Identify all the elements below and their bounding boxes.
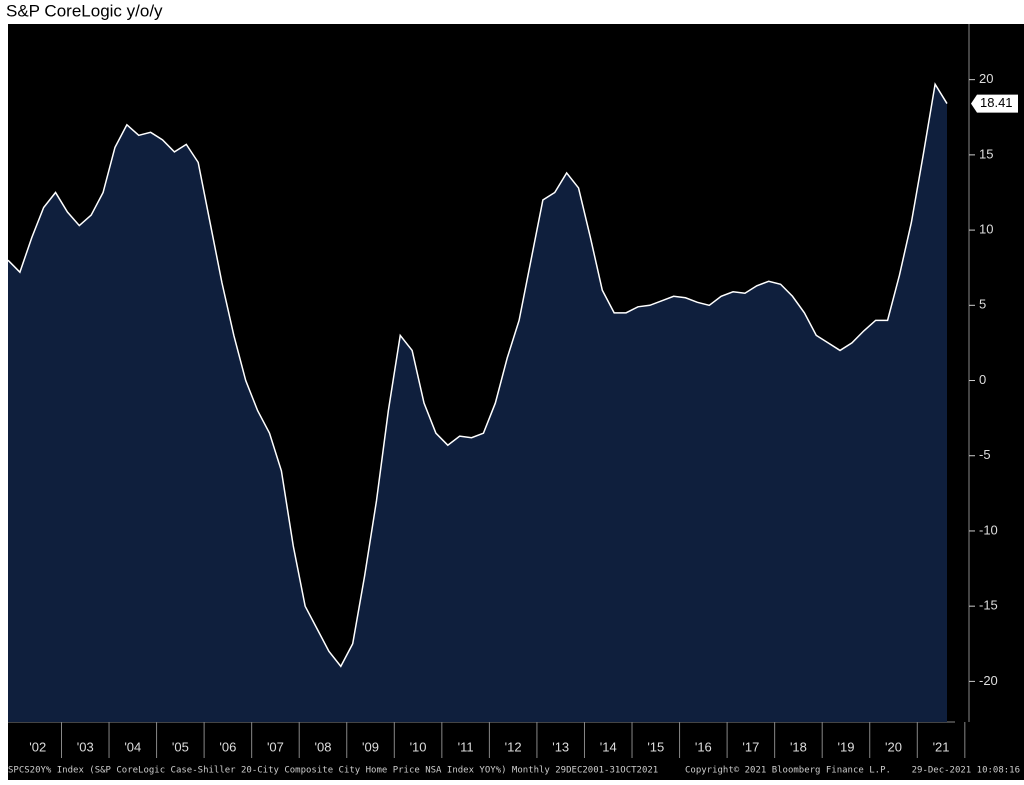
title-band xyxy=(0,0,1024,24)
x-tick-label: '12 xyxy=(505,739,522,754)
x-tick-label: '20 xyxy=(885,739,902,754)
x-tick-label: '03 xyxy=(77,739,94,754)
chart-title: S&P CoreLogic y/o/y xyxy=(6,1,163,20)
x-tick-label: '06 xyxy=(219,739,236,754)
y-tick-label: -20 xyxy=(979,673,998,688)
copyright: Copyright© 2021 Bloomberg Finance L.P. xyxy=(685,766,891,776)
x-tick-label: '17 xyxy=(742,739,759,754)
x-tick-label: '18 xyxy=(790,739,807,754)
y-tick-label: -5 xyxy=(979,447,991,462)
x-tick-label: '15 xyxy=(647,739,664,754)
y-tick-label: 5 xyxy=(979,297,986,312)
timestamp: 29-Dec-2021 10:08:16 xyxy=(912,766,1020,776)
last-value-box xyxy=(971,94,1018,113)
x-tick-label: '16 xyxy=(695,739,712,754)
x-tick-label: '08 xyxy=(315,739,332,754)
y-tick-label: -10 xyxy=(979,522,998,537)
x-tick-label: '09 xyxy=(362,739,379,754)
area xyxy=(8,84,947,722)
y-tick-label: 0 xyxy=(979,372,986,387)
y-tick-label: -15 xyxy=(979,598,998,613)
y-tick-label: 15 xyxy=(979,146,993,161)
x-tick-label: '11 xyxy=(458,739,474,754)
x-tick-label: '19 xyxy=(837,739,854,754)
x-tick-label: '04 xyxy=(124,739,141,754)
x-tick-label: '14 xyxy=(600,739,617,754)
x-tick-label: '10 xyxy=(410,739,427,754)
x-tick-label: '07 xyxy=(267,739,284,754)
source-note: SPCS20Y% Index (S&P CoreLogic Case-Shill… xyxy=(8,766,658,776)
last-value-label: 18.41 xyxy=(980,95,1013,110)
x-tick-label: '21 xyxy=(933,739,950,754)
x-tick-label: '13 xyxy=(552,739,569,754)
x-tick-label: '05 xyxy=(172,739,189,754)
x-tick-label: '02 xyxy=(29,739,46,754)
line xyxy=(7,82,948,668)
y-tick-label: 20 xyxy=(979,71,993,86)
y-tick-label: 10 xyxy=(979,222,993,237)
